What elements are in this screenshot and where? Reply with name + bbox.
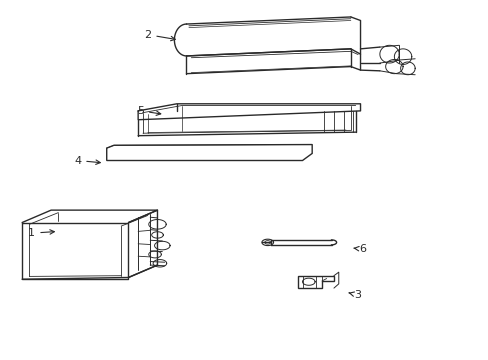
Text: 4: 4: [74, 156, 100, 166]
Text: 6: 6: [353, 244, 366, 254]
Text: 3: 3: [348, 290, 361, 300]
Text: 2: 2: [144, 30, 175, 41]
Text: 1: 1: [28, 228, 54, 238]
Text: 5: 5: [137, 106, 161, 116]
